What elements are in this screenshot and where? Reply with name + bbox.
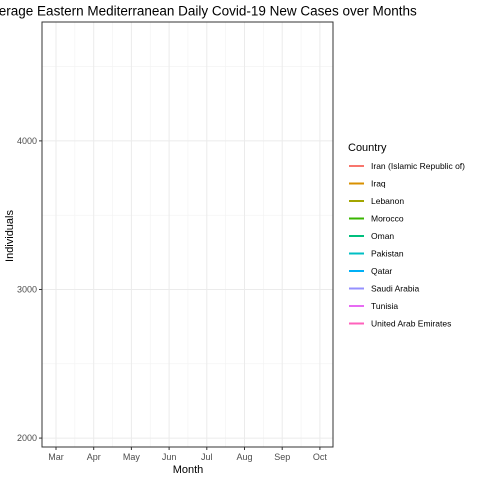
legend-label: Morocco — [371, 214, 404, 224]
plot-panel — [41, 21, 334, 448]
legend-item: Pakistan — [349, 249, 404, 259]
legend-label: Lebanon — [371, 196, 404, 206]
panel-background — [42, 22, 333, 447]
legend-title: Country — [348, 142, 387, 154]
y-tick-label: 3000 — [17, 284, 37, 294]
legend-label: Oman — [371, 231, 394, 241]
x-axis: Mar Apr May Jun Jul Aug Sep Oct — [48, 447, 327, 462]
legend-item: United Arab Emirates — [349, 319, 451, 329]
y-axis: 2000 3000 4000 — [17, 136, 42, 443]
legend-label: Qatar — [371, 266, 392, 276]
legend-item: Iran (Islamic Republic of) — [349, 161, 465, 171]
legend-item: Iraq — [349, 179, 386, 189]
legend-label: Iraq — [371, 179, 386, 189]
y-tick-label: 4000 — [17, 136, 37, 146]
legend-label: United Arab Emirates — [371, 319, 451, 329]
legend-item: Morocco — [349, 214, 404, 224]
x-tick-label: Aug — [236, 452, 252, 462]
x-tick-label: Jun — [162, 452, 177, 462]
x-tick-label: Oct — [313, 452, 328, 462]
x-axis-title: Month — [173, 464, 204, 476]
x-tick-label: Apr — [87, 452, 101, 462]
y-tick-label: 2000 — [17, 433, 37, 443]
legend-item: Qatar — [349, 266, 392, 276]
x-tick-label: Jul — [201, 452, 213, 462]
legend-label: Tunisia — [371, 301, 398, 311]
x-tick-label: May — [123, 452, 141, 462]
legend-item: Tunisia — [349, 301, 398, 311]
legend-label: Iran (Islamic Republic of) — [371, 161, 465, 171]
panel-border — [41, 21, 334, 448]
legend-item: Oman — [349, 231, 394, 241]
legend-item: Lebanon — [349, 196, 404, 206]
legend-label: Pakistan — [371, 249, 404, 259]
y-axis-title: Individuals — [4, 210, 16, 262]
legend-item: Saudi Arabia — [349, 284, 419, 294]
x-tick-label: Mar — [48, 452, 64, 462]
legend: Country Iran (Islamic Republic of) Iraq Le… — [348, 142, 465, 329]
x-tick-label: Sep — [274, 452, 290, 462]
chart-title: Average Eastern Mediterranean Daily Covi… — [0, 4, 417, 19]
legend-label: Saudi Arabia — [371, 284, 419, 294]
